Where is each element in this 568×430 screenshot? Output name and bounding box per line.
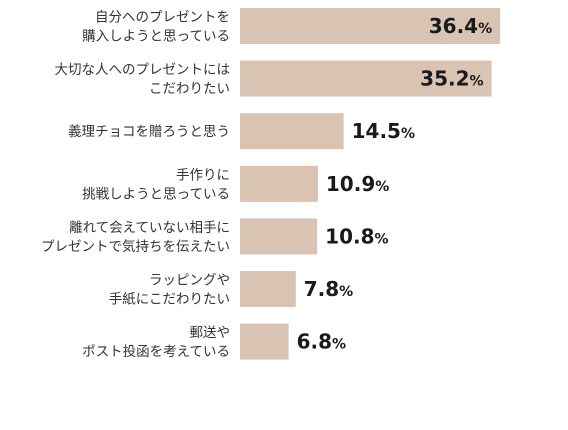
value-number: 10.8 bbox=[325, 224, 374, 248]
bar-7 bbox=[240, 323, 289, 360]
value-unit: % bbox=[478, 21, 492, 37]
category-label-line: 手作りに bbox=[176, 167, 230, 183]
category-label-line: こだわりたい bbox=[149, 81, 230, 97]
value-label-1: 36.4% bbox=[429, 14, 492, 38]
value-unit: % bbox=[332, 337, 346, 353]
category-label-7: 郵送やポスト投函を考えている bbox=[82, 325, 230, 360]
category-label-line: 大切な人へのプレゼントには bbox=[55, 62, 231, 78]
bar-5 bbox=[240, 218, 318, 255]
category-label-line: プレゼントで気持ちを伝えたい bbox=[41, 239, 230, 255]
bar-6 bbox=[240, 271, 296, 307]
value-number: 6.8 bbox=[297, 330, 332, 354]
category-label-line: 自分へのプレゼントを bbox=[95, 10, 230, 26]
category-label-5: 離れて会えていない相手にプレゼントで気持ちを伝えたい bbox=[41, 220, 230, 255]
category-label-line: ラッピングや bbox=[149, 273, 230, 289]
category-label-4: 手作りに挑戦しようと思っている bbox=[82, 167, 230, 202]
value-number: 14.5 bbox=[352, 119, 401, 143]
value-number: 7.8 bbox=[304, 277, 339, 301]
category-label-2: 大切な人へのプレゼントにはこだわりたい bbox=[55, 62, 231, 97]
value-label-4: 10.9% bbox=[326, 172, 389, 196]
value-number: 36.4 bbox=[429, 14, 478, 38]
category-label-line: 郵送や bbox=[190, 325, 231, 341]
value-unit: % bbox=[375, 179, 389, 195]
value-number: 35.2 bbox=[420, 67, 469, 91]
category-label-line: ポスト投函を考えている bbox=[82, 344, 230, 360]
category-label-line: 挑戦しようと思っている bbox=[82, 186, 230, 202]
bar-1 bbox=[240, 8, 501, 44]
category-label-line: 義理チョコを贈ろうと思う bbox=[68, 123, 230, 140]
value-number: 10.9 bbox=[326, 172, 375, 196]
category-label-line: 離れて会えていない相手に bbox=[69, 220, 230, 236]
value-unit: % bbox=[339, 284, 353, 300]
category-label-6: ラッピングや手紙にこだわりたい bbox=[109, 273, 230, 308]
category-label-line: 購入しようと思っている bbox=[82, 29, 230, 45]
bar-4 bbox=[240, 165, 318, 202]
value-label-5: 10.8% bbox=[325, 224, 388, 248]
value-label-3: 14.5% bbox=[352, 119, 415, 143]
category-label-1: 自分へのプレゼントを購入しようと思っている bbox=[82, 10, 230, 45]
category-label-3: 義理チョコを贈ろうと思う bbox=[68, 123, 230, 140]
category-label-line: 手紙にこだわりたい bbox=[109, 292, 230, 308]
value-unit: % bbox=[470, 74, 484, 90]
value-label-7: 6.8% bbox=[297, 330, 346, 354]
value-label-2: 35.2% bbox=[420, 67, 483, 91]
value-unit: % bbox=[401, 126, 415, 142]
value-label-6: 7.8% bbox=[304, 277, 353, 301]
value-unit: % bbox=[375, 231, 389, 247]
bar-2 bbox=[240, 60, 492, 97]
bar-3 bbox=[240, 113, 344, 150]
